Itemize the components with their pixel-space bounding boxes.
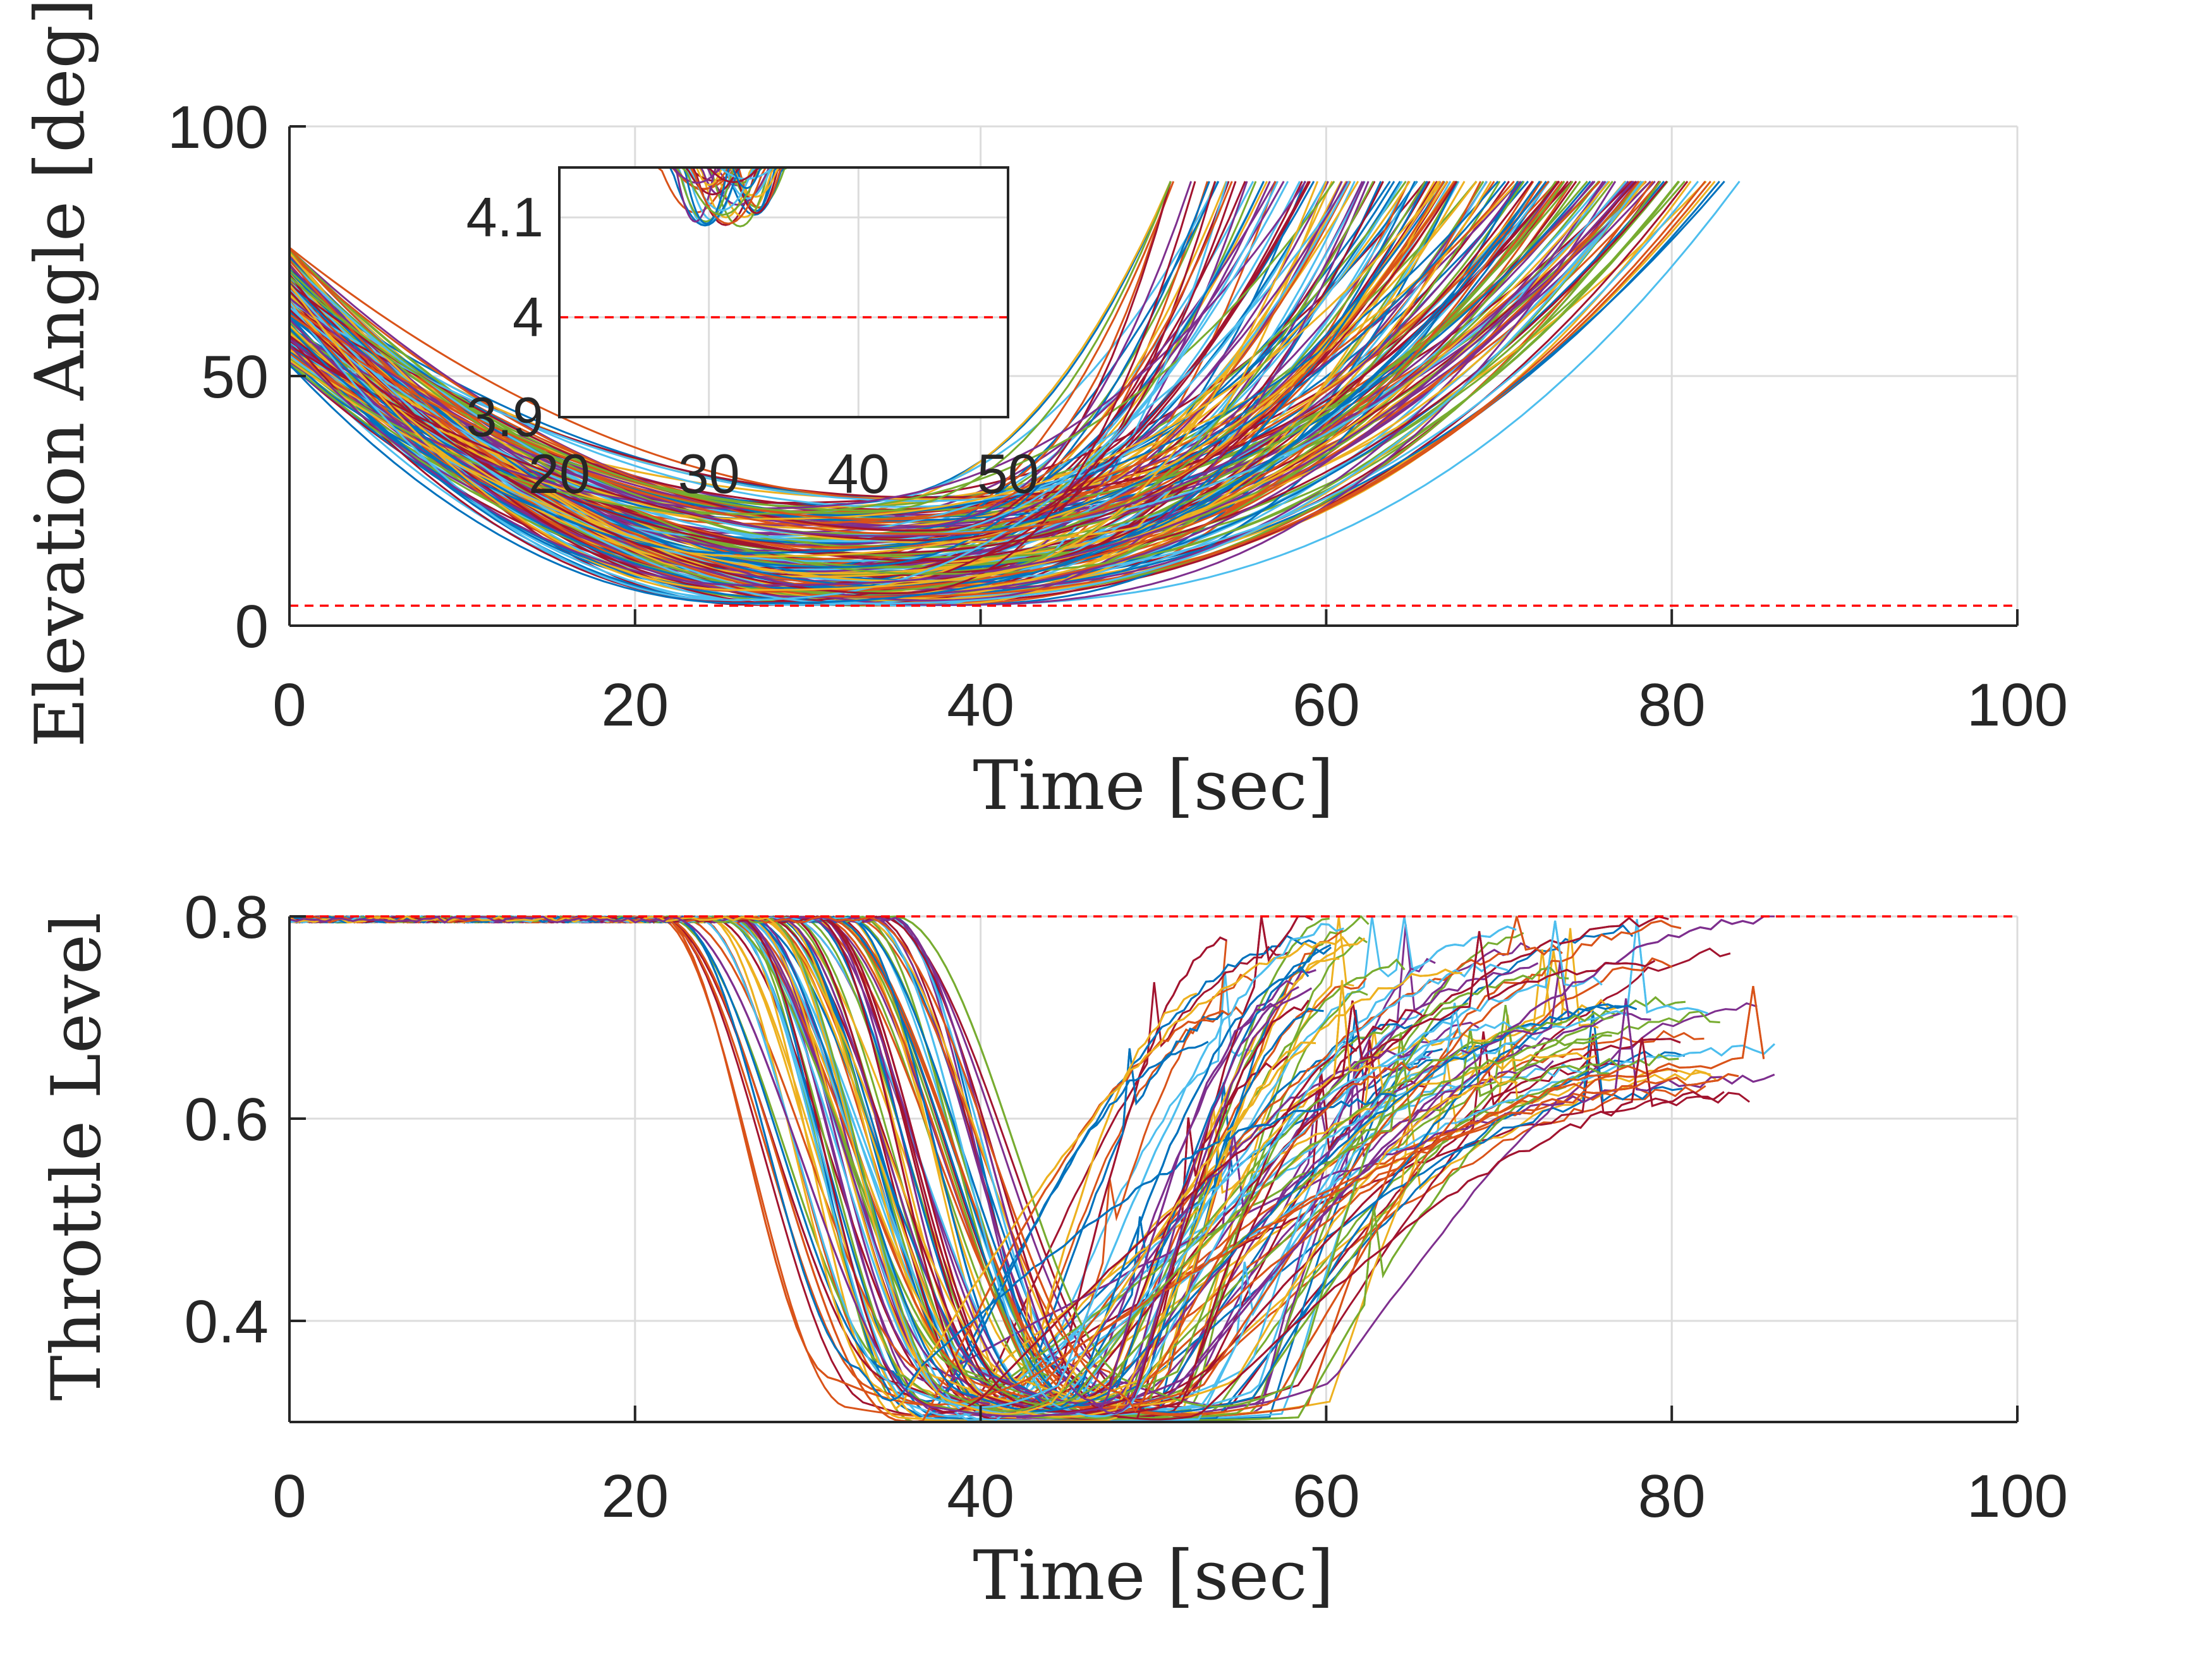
x-axis-label: Time [sec] bbox=[973, 1536, 1334, 1615]
y-tick-labels: 0 50 100 bbox=[167, 94, 269, 660]
throttle-trajectory bbox=[289, 916, 1244, 1423]
y-axis-label: Throttle Level bbox=[37, 913, 116, 1401]
elevation-trajectory bbox=[288, 181, 1196, 595]
elevation-trajectory bbox=[288, 181, 1449, 578]
throttle-trajectory bbox=[289, 915, 1340, 1402]
x-tick-label: 0 bbox=[272, 671, 306, 739]
elevation-trajectory bbox=[289, 181, 1172, 502]
inset-trajectory bbox=[666, 166, 744, 227]
throttle-trajectory bbox=[289, 916, 1244, 1423]
inset-y-tick-label: 3.9 bbox=[466, 386, 544, 448]
elevation-angle-chart: 0 20 40 60 80 100 0 50 100 Time [sec] Elevation… bbox=[21, 0, 2068, 825]
inset-y-tick-label: 4 bbox=[513, 286, 544, 348]
inset-background bbox=[559, 167, 1008, 417]
y-tick-labels: 0.4 0.6 0.8 bbox=[185, 884, 269, 1356]
y-tick-label: 0.6 bbox=[185, 1086, 269, 1153]
inset-trajectory bbox=[719, 166, 778, 200]
elevation-trajectory bbox=[289, 181, 1279, 543]
inset-x-tick-labels: 20 30 40 50 bbox=[528, 442, 1039, 505]
x-tick-label: 40 bbox=[947, 671, 1014, 739]
elevation-trajectory bbox=[289, 181, 1307, 510]
elevation-trajectory bbox=[289, 181, 1172, 514]
x-tick-labels: 0 20 40 60 80 100 bbox=[272, 671, 2068, 739]
inset-trajectory bbox=[672, 166, 719, 223]
throttle-trajectory bbox=[289, 915, 1775, 1422]
inset-trajectory bbox=[706, 166, 774, 228]
throttle-level-chart: 0 20 40 60 80 100 0.4 0.6 0.8 Time [sec] Thrott… bbox=[37, 884, 2068, 1615]
inset-trajectory bbox=[727, 166, 766, 190]
x-tick-label: 100 bbox=[1967, 1462, 2068, 1530]
elevation-trajectory bbox=[288, 180, 1507, 554]
elevation-trajectory bbox=[289, 180, 1444, 520]
y-tick-label: 50 bbox=[201, 343, 269, 411]
inset-trajectories bbox=[653, 166, 791, 228]
elevation-trajectory bbox=[288, 180, 1610, 592]
elevation-trajectory bbox=[289, 181, 1375, 593]
inset-y-tick-label: 4.1 bbox=[466, 186, 544, 248]
elevation-trajectory bbox=[288, 181, 1565, 549]
inset-trajectory bbox=[727, 166, 785, 198]
throttle-trajectory bbox=[289, 915, 1418, 1413]
elevation-trajectory bbox=[289, 180, 1646, 544]
y-tick-label: 100 bbox=[167, 94, 269, 161]
inset-x-tick-label: 50 bbox=[977, 442, 1039, 505]
y-axis-label: Elevation Angle [deg] bbox=[21, 0, 100, 748]
elevation-trajectory bbox=[289, 181, 1319, 583]
elevation-trajectories bbox=[288, 180, 1741, 607]
inset-chart: 20 30 40 50 3.9 4 4.1 bbox=[466, 166, 1039, 505]
throttle-trajectory bbox=[289, 915, 1634, 1411]
x-tick-label: 60 bbox=[1292, 1462, 1360, 1530]
throttle-trajectory bbox=[289, 915, 1279, 1418]
elevation-trajectory bbox=[289, 181, 1217, 562]
elevation-trajectory bbox=[288, 180, 1478, 557]
elevation-trajectory bbox=[288, 180, 1607, 599]
inset-trajectory bbox=[686, 166, 770, 225]
x-tick-label: 60 bbox=[1292, 671, 1360, 739]
throttle-trajectory bbox=[289, 915, 1340, 1402]
inset-x-tick-label: 20 bbox=[528, 442, 590, 505]
x-tick-label: 40 bbox=[947, 1462, 1014, 1530]
elevation-trajectory bbox=[288, 181, 1289, 601]
throttle-trajectory bbox=[289, 915, 1775, 1422]
throttle-trajectory bbox=[289, 915, 1397, 1402]
x-tick-label: 0 bbox=[272, 1462, 306, 1530]
throttle-trajectories bbox=[289, 915, 1775, 1423]
axes bbox=[288, 125, 2019, 627]
elevation-trajectory bbox=[288, 180, 1547, 605]
inset-trajectory bbox=[681, 166, 732, 225]
elevation-trajectory bbox=[288, 180, 1634, 586]
throttle-trajectory bbox=[289, 916, 1244, 1423]
inset-trajectory bbox=[730, 166, 782, 214]
x-tick-label: 100 bbox=[1967, 671, 2068, 739]
inset-x-tick-label: 40 bbox=[827, 442, 889, 505]
elevation-trajectory bbox=[288, 181, 1457, 549]
elevation-trajectory bbox=[288, 181, 1643, 605]
y-tick-label: 0.8 bbox=[185, 884, 269, 951]
inset-trajectory bbox=[673, 166, 738, 223]
throttle-trajectory bbox=[289, 915, 1227, 1414]
x-tick-label: 80 bbox=[1638, 671, 1706, 739]
inset-trajectory bbox=[710, 166, 779, 219]
elevation-trajectory bbox=[289, 181, 1350, 502]
inset-y-tick-labels: 3.9 4 4.1 bbox=[466, 186, 544, 448]
elevation-trajectory bbox=[289, 181, 1445, 535]
x-tick-label: 20 bbox=[601, 671, 669, 739]
throttle-trajectory bbox=[289, 915, 1227, 1414]
x-tick-label: 80 bbox=[1638, 1462, 1706, 1530]
elevation-trajectory bbox=[289, 180, 1642, 523]
inset-frame bbox=[558, 166, 1009, 418]
axes bbox=[288, 915, 2019, 1423]
elevation-trajectory bbox=[289, 181, 1351, 532]
y-tick-label: 0 bbox=[235, 593, 269, 660]
x-axis-label: Time [sec] bbox=[973, 746, 1334, 825]
x-tick-labels: 0 20 40 60 80 100 bbox=[272, 1462, 2068, 1530]
elevation-trajectory bbox=[289, 181, 1233, 521]
throttle-trajectory bbox=[289, 915, 1462, 1415]
inset-x-tick-label: 30 bbox=[678, 442, 740, 505]
y-tick-label: 0.4 bbox=[185, 1288, 269, 1356]
x-tick-label: 20 bbox=[601, 1462, 669, 1530]
elevation-trajectory bbox=[289, 180, 1543, 500]
